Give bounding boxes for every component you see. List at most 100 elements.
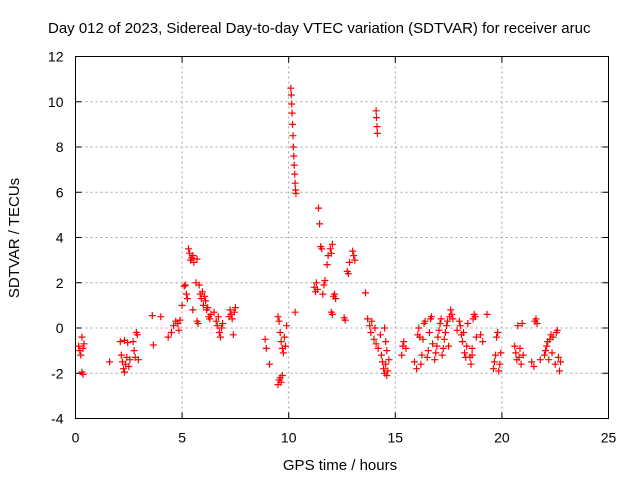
- x-tick-label: 0: [72, 430, 80, 446]
- data-point: [373, 123, 381, 131]
- data-point: [219, 320, 227, 327]
- data-point: [436, 320, 444, 327]
- data-point: [554, 353, 562, 361]
- data-point: [176, 316, 184, 324]
- data-point: [266, 360, 273, 368]
- data-point: [283, 322, 291, 330]
- data-point: [366, 322, 374, 330]
- data-point: [463, 342, 471, 350]
- data-point: [437, 315, 445, 323]
- data-point: [402, 344, 410, 352]
- data-point: [78, 333, 86, 341]
- data-point: [201, 292, 208, 300]
- data-point: [385, 356, 393, 364]
- data-point: [472, 333, 480, 341]
- data-point: [287, 84, 295, 92]
- data-point: [530, 363, 538, 370]
- data-point: [126, 356, 134, 364]
- data-point: [497, 349, 505, 357]
- data-point: [323, 261, 331, 269]
- data-point: [438, 351, 446, 359]
- data-point: [77, 351, 85, 359]
- data-point: [291, 179, 299, 187]
- y-axis-label: SDTVAR / TECUs: [6, 178, 23, 298]
- data-point: [277, 378, 285, 386]
- data-point: [229, 331, 237, 339]
- data-point: [456, 322, 464, 330]
- data-point: [374, 344, 382, 352]
- data-point: [116, 338, 124, 346]
- data-point: [415, 324, 423, 332]
- data-point: [279, 349, 287, 357]
- data-point: [428, 313, 435, 321]
- data-point: [278, 372, 286, 379]
- data-point: [314, 286, 321, 293]
- data-point: [373, 114, 380, 122]
- data-point: [468, 351, 476, 359]
- data-point: [364, 315, 372, 323]
- data-point: [483, 310, 491, 318]
- data-point: [413, 365, 421, 373]
- data-point: [553, 326, 561, 334]
- data-point: [429, 340, 437, 348]
- data-point: [181, 281, 189, 289]
- data-point: [275, 317, 283, 325]
- data-point: [134, 356, 142, 364]
- data-point: [464, 320, 472, 327]
- data-point: [261, 335, 269, 343]
- data-point: [199, 301, 207, 309]
- data-point: [445, 342, 453, 350]
- data-point: [435, 326, 443, 334]
- data-point: [328, 310, 336, 318]
- data-point: [545, 356, 553, 364]
- data-point: [328, 240, 336, 248]
- data-point: [443, 322, 450, 330]
- data-point: [212, 317, 220, 325]
- data-point: [215, 329, 223, 336]
- data-point: [214, 313, 222, 321]
- data-point: [185, 245, 192, 253]
- data-point: [231, 304, 239, 312]
- data-point: [289, 120, 296, 128]
- data-point: [75, 342, 83, 350]
- data-point: [549, 333, 557, 341]
- y-tick-label: 0: [56, 320, 64, 336]
- data-point: [178, 301, 186, 309]
- data-point: [417, 360, 425, 368]
- data-point: [292, 189, 300, 197]
- data-point: [433, 342, 441, 350]
- data-point: [80, 340, 88, 348]
- data-point: [315, 204, 322, 212]
- y-tick-label: 10: [48, 94, 64, 110]
- data-point: [320, 281, 328, 289]
- data-point: [289, 132, 297, 140]
- data-point: [382, 338, 390, 346]
- data-point: [346, 258, 353, 266]
- data-point: [455, 317, 463, 325]
- data-point: [533, 320, 541, 327]
- data-point: [432, 349, 440, 357]
- data-point: [423, 353, 431, 361]
- data-point: [194, 320, 202, 327]
- data-point: [556, 367, 563, 375]
- data-point: [479, 338, 487, 346]
- y-tick-label: 2: [56, 275, 64, 291]
- data-point: [341, 316, 349, 324]
- data-point: [149, 341, 157, 349]
- data-point: [331, 290, 338, 298]
- data-point: [400, 338, 408, 346]
- data-point: [441, 329, 449, 336]
- data-point: [210, 308, 218, 316]
- data-point: [351, 256, 359, 264]
- data-point: [421, 317, 429, 325]
- data-point: [424, 347, 432, 355]
- x-axis-label: GPS time / hours: [283, 457, 397, 474]
- data-point: [434, 333, 442, 341]
- y-tick-label: 4: [56, 230, 64, 246]
- data-point: [213, 322, 221, 330]
- data-point: [489, 365, 497, 373]
- data-point: [198, 288, 206, 296]
- data-point: [419, 335, 427, 343]
- data-point: [368, 317, 376, 325]
- data-point: [425, 329, 433, 336]
